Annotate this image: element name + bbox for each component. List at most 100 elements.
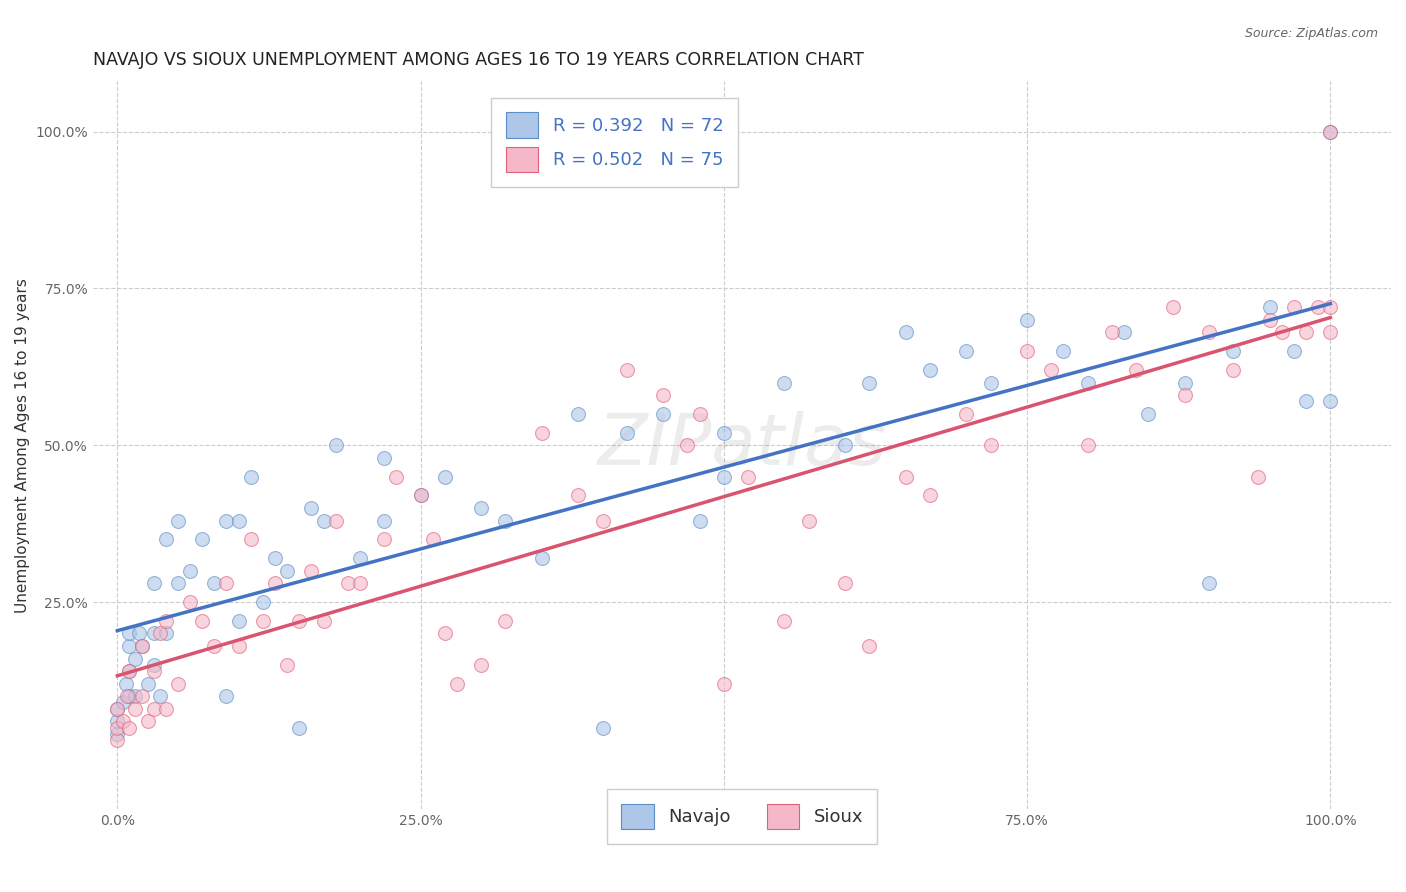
Point [118, 721, 141, 735]
Point [980, 376, 1002, 390]
Point [1077, 376, 1099, 390]
Point [325, 514, 347, 528]
Point [336, 576, 359, 591]
Point [191, 614, 214, 628]
Point [118, 689, 141, 703]
Point [676, 438, 699, 452]
Point [215, 514, 238, 528]
Point [1077, 438, 1099, 452]
Point [128, 626, 150, 640]
Point [228, 514, 250, 528]
Point [179, 595, 201, 609]
Text: Source: ZipAtlas.com: Source: ZipAtlas.com [1244, 27, 1378, 40]
Point [131, 639, 153, 653]
Point [1017, 344, 1039, 359]
Point [136, 714, 159, 729]
Point [1101, 326, 1123, 340]
Point [1222, 344, 1244, 359]
Point [409, 488, 432, 502]
Point [592, 721, 614, 735]
Point [592, 514, 614, 528]
Point [124, 689, 146, 703]
Point [773, 376, 796, 390]
Point [167, 676, 190, 690]
Point [131, 639, 153, 653]
Point [1319, 124, 1341, 138]
Point [142, 626, 165, 640]
Point [918, 363, 941, 377]
Point [433, 626, 456, 640]
Point [131, 689, 153, 703]
Point [149, 689, 172, 703]
Point [530, 551, 553, 566]
Point [105, 714, 128, 729]
Point [530, 425, 553, 440]
Point [124, 651, 146, 665]
Point [239, 533, 262, 547]
Y-axis label: Unemployment Among Ages 16 to 19 years: Unemployment Among Ages 16 to 19 years [15, 277, 30, 613]
Point [373, 450, 395, 465]
Point [142, 664, 165, 678]
Point [276, 564, 298, 578]
Point [1282, 300, 1305, 314]
Point [1246, 469, 1268, 483]
Point [1222, 363, 1244, 377]
Point [142, 702, 165, 716]
Point [567, 488, 589, 502]
Point [1174, 376, 1197, 390]
Point [155, 614, 177, 628]
Point [918, 488, 941, 502]
Point [105, 733, 128, 747]
Point [252, 595, 274, 609]
Point [713, 425, 735, 440]
Point [713, 469, 735, 483]
Point [1161, 300, 1184, 314]
Point [276, 657, 298, 672]
Point [239, 469, 262, 483]
Point [1258, 312, 1281, 326]
Point [713, 676, 735, 690]
Point [1125, 363, 1147, 377]
Point [1308, 300, 1330, 314]
Point [228, 639, 250, 653]
Point [1052, 344, 1074, 359]
Point [112, 714, 135, 729]
Point [215, 689, 238, 703]
Point [980, 438, 1002, 452]
Point [1282, 344, 1305, 359]
Point [689, 407, 711, 421]
Point [136, 676, 159, 690]
Point [737, 469, 759, 483]
Point [114, 676, 136, 690]
Point [1295, 326, 1317, 340]
Point [1319, 124, 1341, 138]
Point [495, 514, 517, 528]
Point [1198, 576, 1220, 591]
Point [118, 626, 141, 640]
Point [105, 727, 128, 741]
Point [1271, 326, 1294, 340]
Point [112, 696, 135, 710]
Point [191, 533, 214, 547]
Point [264, 551, 287, 566]
Point [446, 676, 468, 690]
Point [155, 626, 177, 640]
Point [202, 576, 225, 591]
Point [215, 576, 238, 591]
Point [118, 639, 141, 653]
Point [167, 514, 190, 528]
Point [105, 702, 128, 716]
Point [1319, 326, 1341, 340]
Point [1040, 363, 1063, 377]
Point [652, 407, 675, 421]
Point [373, 514, 395, 528]
Legend: Navajo, Sioux: Navajo, Sioux [606, 789, 877, 844]
Point [167, 576, 190, 591]
Point [858, 639, 880, 653]
Point [433, 469, 456, 483]
Point [1137, 407, 1160, 421]
Point [124, 702, 146, 716]
Point [373, 533, 395, 547]
Text: NAVAJO VS SIOUX UNEMPLOYMENT AMONG AGES 16 TO 19 YEARS CORRELATION CHART: NAVAJO VS SIOUX UNEMPLOYMENT AMONG AGES … [93, 51, 863, 69]
Point [1198, 326, 1220, 340]
